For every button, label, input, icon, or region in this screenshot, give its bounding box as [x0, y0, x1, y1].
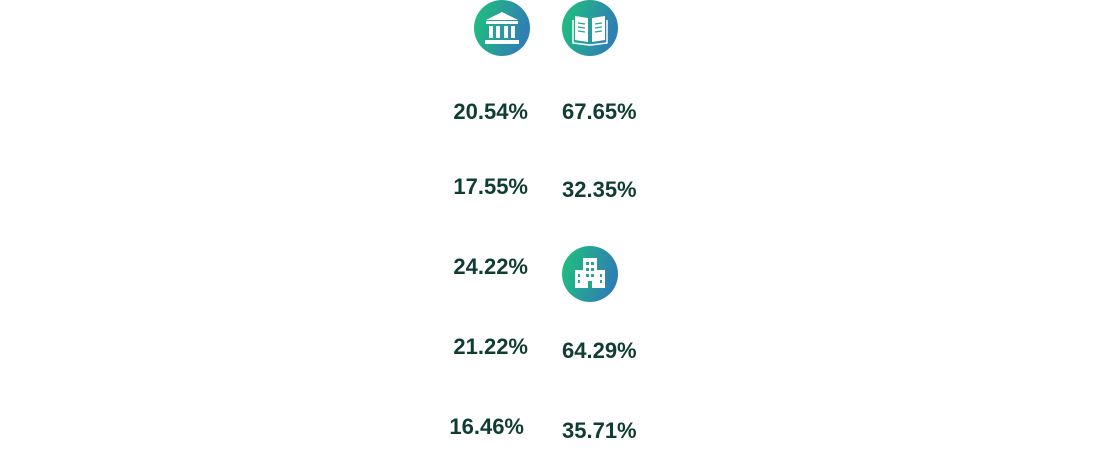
- percentage: 20.54%: [453, 99, 528, 124]
- percentage: 16.46%: [449, 414, 524, 439]
- percentage: 35.71%: [562, 418, 637, 443]
- bank-icon: [474, 0, 530, 56]
- building-icon: [562, 246, 618, 302]
- percentage: 17.55%: [453, 174, 528, 199]
- percentage: 64.29%: [562, 338, 637, 363]
- percentage: 67.65%: [562, 99, 637, 124]
- percentage: 21.22%: [453, 334, 528, 359]
- percentage: 32.35%: [562, 177, 637, 202]
- percentage: 24.22%: [453, 254, 528, 279]
- book-icon: [562, 0, 618, 56]
